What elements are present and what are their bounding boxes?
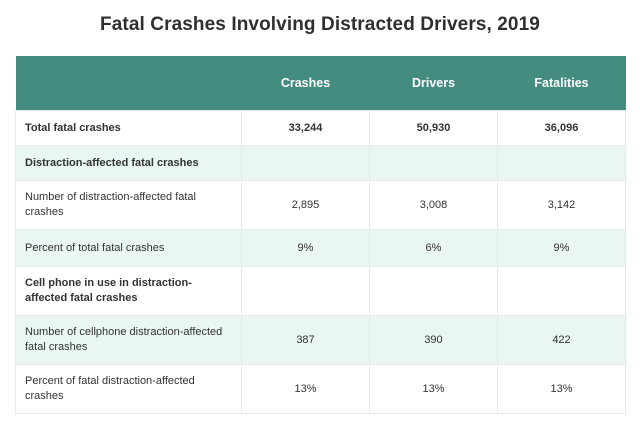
fatalities-cell: [497, 145, 626, 181]
row-label: Percent of fatal distraction-affected cr…: [15, 364, 242, 414]
crashes-cell: 33,244: [241, 110, 370, 146]
page-title: Fatal Crashes Involving Distracted Drive…: [100, 14, 540, 35]
drivers-cell: [369, 266, 498, 316]
table-row: Number of distraction-affected fatal cra…: [15, 180, 626, 230]
drivers-cell: 50,930: [369, 110, 498, 146]
fatalities-cell: 13%: [497, 364, 626, 414]
table-row: Percent of total fatal crashes 9% 6% 9%: [15, 229, 626, 267]
fatalities-cell: 3,142: [497, 180, 626, 230]
drivers-cell: 6%: [369, 229, 498, 267]
crashes-cell: [241, 145, 370, 181]
fatalities-cell: 422: [497, 315, 626, 365]
table-section-row: Distraction-affected fatal crashes: [15, 145, 626, 181]
row-label: Number of cellphone distraction-affected…: [15, 315, 242, 365]
header-cell-blank: [15, 56, 242, 111]
drivers-cell: 3,008: [369, 180, 498, 230]
crashes-cell: [241, 266, 370, 316]
fatalities-cell: 36,096: [497, 110, 626, 146]
section-label: Distraction-affected fatal crashes: [15, 145, 242, 181]
crashes-cell: 387: [241, 315, 370, 365]
row-label: Percent of total fatal crashes: [15, 229, 242, 267]
table-row: Percent of fatal distraction-affected cr…: [15, 364, 626, 414]
header-cell-crashes: Crashes: [241, 56, 370, 111]
drivers-cell: 390: [369, 315, 498, 365]
fatalities-cell: [497, 266, 626, 316]
table-section-row: Cell phone in use in distraction-affecte…: [15, 266, 626, 316]
header-cell-fatalities: Fatalities: [497, 56, 626, 111]
section-label: Cell phone in use in distraction-affecte…: [15, 266, 242, 316]
row-label: Total fatal crashes: [15, 110, 242, 146]
crashes-cell: 9%: [241, 229, 370, 267]
table-row: Total fatal crashes 33,244 50,930 36,096: [15, 110, 626, 146]
header-cell-drivers: Drivers: [369, 56, 498, 111]
crashes-cell: 2,895: [241, 180, 370, 230]
row-label: Number of distraction-affected fatal cra…: [15, 180, 242, 230]
crashes-cell: 13%: [241, 364, 370, 414]
drivers-cell: 13%: [369, 364, 498, 414]
data-table: Crashes Drivers Fatalities Total fatal c…: [15, 56, 626, 414]
table-header-row: Crashes Drivers Fatalities: [15, 56, 626, 111]
fatalities-cell: 9%: [497, 229, 626, 267]
drivers-cell: [369, 145, 498, 181]
table-row: Number of cellphone distraction-affected…: [15, 315, 626, 365]
